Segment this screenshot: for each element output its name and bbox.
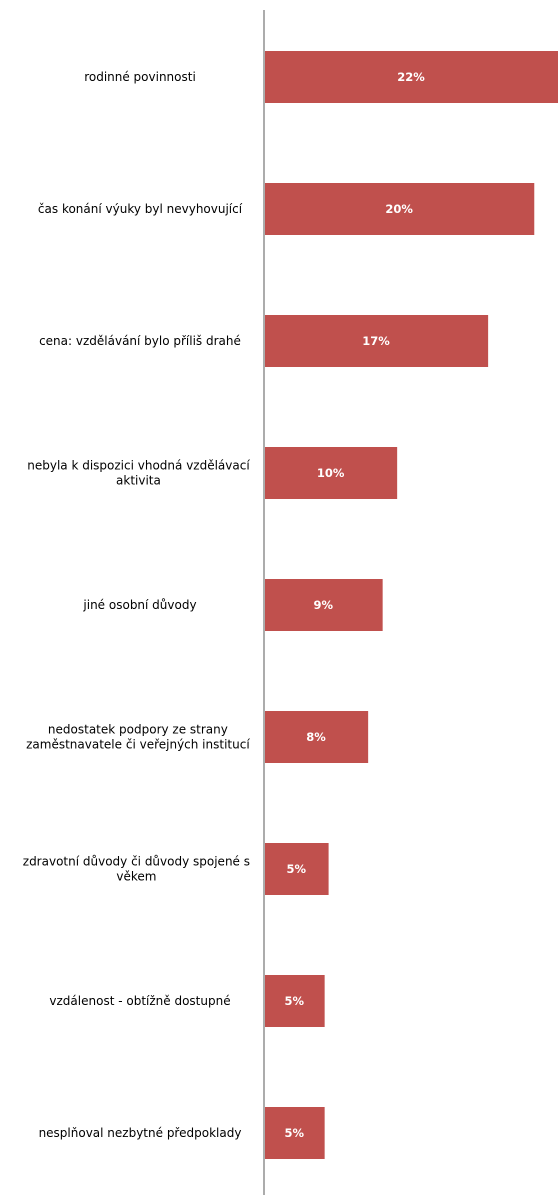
category-label-line: nedostatek podpory ze strany <box>48 723 228 737</box>
bar <box>265 447 398 499</box>
bar <box>265 51 558 103</box>
category-label-line: jiné osobní důvody <box>82 598 196 612</box>
category-label: nesplňoval nezbytné předpoklady <box>39 1126 242 1140</box>
bar-value-label: 5% <box>287 862 307 876</box>
category-label: rodinné povinnosti <box>84 70 196 84</box>
category-label: čas konání výuky byl nevyhovující <box>38 202 243 216</box>
category-label: vzdálenost - obtížně dostupné <box>49 994 230 1008</box>
bars-layer: 22% 20% 17% 10% 9% 8% 5% 5% 5% <box>265 51 558 1159</box>
category-labels-layer: rodinné povinnosti čas konání výuky byl n… <box>23 70 251 1140</box>
category-label-line: aktivita <box>116 474 161 488</box>
bar <box>265 975 325 1027</box>
category-label: nedostatek podpory ze strany zaměstnavate… <box>26 723 250 752</box>
bar-value-label: 22% <box>397 70 425 84</box>
bar <box>265 843 329 895</box>
category-label-line: cena: vzdělávání bylo příliš drahé <box>39 334 241 348</box>
bar <box>265 1107 325 1159</box>
category-label: jiné osobní důvody <box>82 598 196 612</box>
category-label: cena: vzdělávání bylo příliš drahé <box>39 334 241 348</box>
bar-value-label: 9% <box>314 598 334 612</box>
category-label-line: rodinné povinnosti <box>84 70 196 84</box>
category-label: zdravotní důvody či důvody spojené s věke… <box>23 855 250 884</box>
bar <box>265 315 489 367</box>
bar-value-label: 20% <box>385 202 413 216</box>
category-label-line: nebyla k dispozici vhodná vzdělávací <box>27 459 250 473</box>
bar <box>265 711 369 763</box>
category-label-line: nesplňoval nezbytné předpoklady <box>39 1126 242 1140</box>
bar-value-label: 8% <box>306 730 326 744</box>
category-label-line: věkem <box>116 870 156 884</box>
bar-value-label: 10% <box>317 466 345 480</box>
category-label-line: vzdálenost - obtížně dostupné <box>49 994 230 1008</box>
category-label: nebyla k dispozici vhodná vzdělávací akti… <box>27 459 250 488</box>
bar-value-label: 5% <box>285 1126 305 1140</box>
category-label-line: zdravotní důvody či důvody spojené s <box>23 855 250 869</box>
bar-value-label: 5% <box>285 994 305 1008</box>
bar <box>265 183 535 235</box>
category-label-line: zaměstnavatele či veřejných institucí <box>26 738 250 752</box>
bar-value-label: 17% <box>362 334 390 348</box>
bar <box>265 579 383 631</box>
category-label-line: čas konání výuky byl nevyhovující <box>38 202 243 216</box>
